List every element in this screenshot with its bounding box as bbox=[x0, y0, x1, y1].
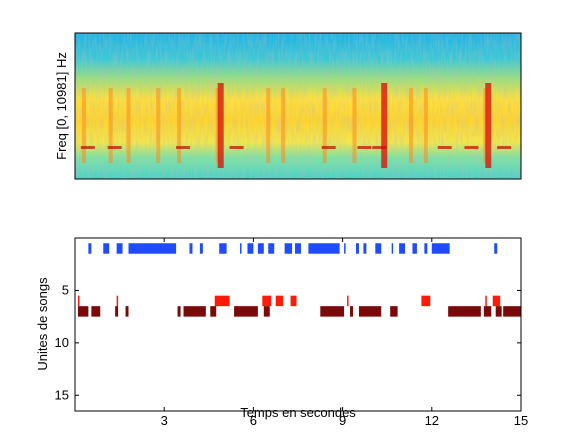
spectrogram-ylabel: Freq [0, 10981] Hz bbox=[54, 52, 69, 160]
spectrogram-streak bbox=[321, 146, 336, 149]
song-unit-segment bbox=[219, 243, 227, 254]
raster-frame bbox=[74, 237, 522, 412]
raster-plot-area bbox=[75, 238, 521, 411]
song-unit-segment bbox=[412, 243, 417, 254]
song-unit-segment bbox=[391, 243, 394, 254]
song-unit-segment bbox=[128, 243, 177, 254]
song-unit-segment bbox=[355, 243, 359, 254]
raster-panel: 3 6 9 12 15 5 10 15 Temps en secondes Unites d… bbox=[35, 237, 528, 428]
song-unit-segment bbox=[189, 243, 193, 254]
song-unit-segment bbox=[275, 295, 284, 307]
y-tick-label: 10 bbox=[55, 335, 69, 350]
spectrogram-streak bbox=[464, 146, 479, 149]
song-unit-segment bbox=[503, 306, 521, 317]
song-unit-segment bbox=[483, 306, 492, 317]
song-unit-segment bbox=[347, 295, 349, 307]
song-unit-segment bbox=[448, 306, 481, 317]
spectrogram-streak bbox=[437, 146, 452, 149]
spectrogram-band bbox=[281, 88, 286, 163]
spectrogram-streak bbox=[176, 146, 191, 149]
song-unit-segment bbox=[88, 243, 92, 254]
song-unit-segment bbox=[77, 306, 89, 317]
song-unit-segment bbox=[263, 306, 270, 317]
song-unit-segment bbox=[308, 243, 340, 254]
song-unit-segment bbox=[183, 306, 206, 317]
song-unit-segment bbox=[424, 243, 428, 254]
song-unit-segment bbox=[116, 243, 123, 254]
y-axis-label: Unites de songs bbox=[35, 277, 50, 371]
spectrogram-band bbox=[408, 88, 413, 163]
song-unit-segment bbox=[247, 243, 254, 254]
spectrogram-strong-event bbox=[485, 83, 492, 168]
song-unit-segment bbox=[115, 306, 119, 317]
x-tick-label: 9 bbox=[339, 413, 346, 428]
spectrogram-band bbox=[266, 88, 271, 163]
song-unit-segment bbox=[495, 306, 502, 317]
song-unit-segment bbox=[375, 243, 382, 254]
spectrogram-band bbox=[352, 88, 357, 163]
spectrogram-band bbox=[423, 88, 428, 163]
song-unit-segment bbox=[390, 306, 398, 317]
song-unit-segment bbox=[262, 295, 272, 307]
song-unit-segment bbox=[77, 295, 80, 307]
song-unit-segment bbox=[344, 243, 346, 254]
spectrogram-band bbox=[81, 88, 86, 163]
song-unit-segment bbox=[363, 243, 367, 254]
song-unit-segment bbox=[284, 243, 293, 254]
song-unit-segment bbox=[240, 243, 242, 254]
song-unit-segment bbox=[358, 306, 382, 317]
song-unit-segment bbox=[214, 295, 230, 307]
song-unit-segment bbox=[290, 295, 297, 307]
spectrogram-streak bbox=[357, 146, 372, 149]
spectrogram-band bbox=[156, 88, 161, 163]
spectrogram-band bbox=[177, 88, 182, 163]
song-unit-segment bbox=[91, 306, 101, 317]
y-tick-label: 15 bbox=[55, 387, 69, 402]
song-unit-segment bbox=[399, 243, 406, 254]
song-unit-segment bbox=[492, 295, 501, 307]
song-unit-segment bbox=[295, 243, 301, 254]
spectrogram-bands bbox=[80, 83, 512, 168]
spectrogram-streak bbox=[372, 146, 387, 149]
spectrogram-streak bbox=[107, 146, 122, 149]
song-unit-segment bbox=[431, 243, 450, 254]
song-unit-segment bbox=[320, 306, 345, 317]
song-unit-segment bbox=[199, 243, 203, 254]
y-tick-label: 5 bbox=[62, 282, 69, 297]
y-axis-ticks: 5 10 15 bbox=[55, 282, 521, 402]
spectrogram-streak bbox=[80, 146, 95, 149]
song-unit-segment bbox=[268, 243, 275, 254]
spectrogram-streak bbox=[229, 146, 244, 149]
x-tick-label: 12 bbox=[425, 413, 439, 428]
song-unit-segment bbox=[210, 306, 217, 317]
spectrogram-streak bbox=[497, 146, 512, 149]
x-tick-label: 6 bbox=[250, 413, 257, 428]
spectrogram-band bbox=[108, 88, 113, 163]
song-unit-segment bbox=[350, 306, 354, 317]
song-unit-segment bbox=[485, 295, 487, 307]
x-tick-label: 15 bbox=[514, 413, 528, 428]
spectrogram-band bbox=[126, 88, 131, 163]
x-axis-label: Temps en secondes bbox=[240, 405, 356, 420]
song-unit-segment bbox=[494, 243, 498, 254]
song-unit-segment bbox=[116, 295, 119, 307]
song-unit-segment bbox=[257, 243, 264, 254]
spectrogram-strong-event bbox=[217, 83, 224, 168]
x-axis-ticks: 3 6 9 12 15 bbox=[161, 238, 528, 428]
song-unit-segment bbox=[125, 306, 129, 317]
song-unit-segment bbox=[177, 306, 181, 317]
song-unit-segment bbox=[421, 295, 431, 307]
spectrogram-strong-event bbox=[381, 83, 388, 168]
spectrogram-band bbox=[322, 88, 327, 163]
spectrogram-image bbox=[75, 33, 521, 179]
song-unit-segment bbox=[234, 306, 258, 317]
song-unit-segment bbox=[103, 243, 110, 254]
x-tick-label: 3 bbox=[161, 413, 168, 428]
spectrogram-frame bbox=[74, 32, 522, 180]
raster-marks bbox=[77, 243, 521, 317]
spectrogram-panel: Freq [0, 10981] Hz bbox=[54, 32, 522, 180]
